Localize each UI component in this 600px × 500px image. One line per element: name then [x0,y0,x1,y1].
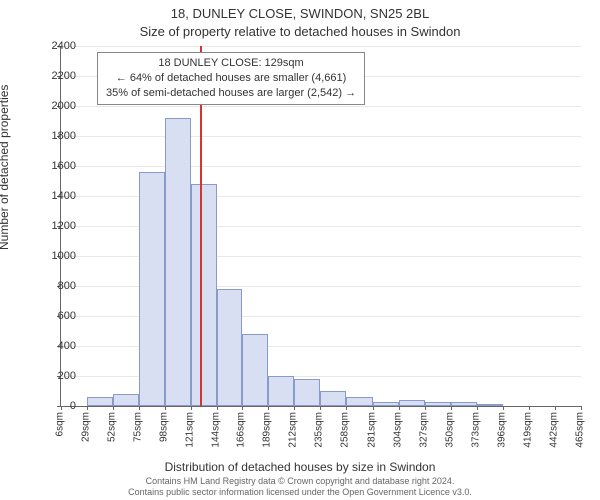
xtick-label: 235sqm [314,412,325,448]
chart-title-line2: Size of property relative to detached ho… [0,24,600,39]
histogram-bar [87,397,113,406]
xtick-mark [529,406,530,410]
xtick-label: 419sqm [522,412,533,448]
histogram-bar [425,402,451,407]
gridline [61,106,581,107]
annotation-box: 18 DUNLEY CLOSE: 129sqm ← 64% of detache… [97,52,365,105]
histogram-bar [373,402,399,407]
xtick-mark [503,406,504,410]
xtick-label: 75sqm [133,412,144,442]
x-axis-label: Distribution of detached houses by size … [0,460,600,474]
gridline [61,136,581,137]
xtick-label: 442sqm [548,412,559,448]
xtick-label: 121sqm [185,412,196,448]
footer-line2: Contains public sector information licen… [0,487,600,498]
annotation-line2: ← 64% of detached houses are smaller (4,… [106,71,356,86]
xtick-mark [425,406,426,410]
ytick-label: 400 [42,340,76,352]
xtick-mark [217,406,218,410]
ytick-label: 1000 [42,250,76,262]
xtick-label: 98sqm [159,412,170,442]
xtick-mark [87,406,88,410]
ytick-label: 1800 [42,130,76,142]
xtick-mark [268,406,269,410]
xtick-label: 304sqm [392,412,403,448]
xtick-label: 29sqm [81,412,92,442]
histogram-bar [451,402,477,407]
xtick-label: 52sqm [107,412,118,442]
xtick-label: 281sqm [366,412,377,448]
xtick-label: 350sqm [444,412,455,448]
footer-line1: Contains HM Land Registry data © Crown c… [0,476,600,487]
xtick-mark [139,406,140,410]
histogram-bar [477,404,503,406]
ytick-label: 2000 [42,100,76,112]
xtick-mark [477,406,478,410]
histogram-bar [320,391,346,406]
xtick-label: 373sqm [470,412,481,448]
ytick-label: 2200 [42,70,76,82]
ytick-label: 200 [42,370,76,382]
xtick-label: 166sqm [236,412,247,448]
xtick-mark [191,406,192,410]
xtick-label: 212sqm [288,412,299,448]
xtick-mark [346,406,347,410]
y-axis-label: Number of detached properties [0,85,11,250]
xtick-label: 465sqm [575,412,586,448]
ytick-label: 600 [42,310,76,322]
chart-title-line1: 18, DUNLEY CLOSE, SWINDON, SN25 2BL [0,6,600,21]
xtick-label: 189sqm [262,412,273,448]
histogram-bar [113,394,139,406]
plot-area: 18 DUNLEY CLOSE: 129sqm ← 64% of detache… [60,46,581,407]
histogram-bar [294,379,320,406]
xtick-mark [581,406,582,410]
histogram-bar [165,118,191,406]
ytick-label: 1200 [42,220,76,232]
xtick-mark [373,406,374,410]
xtick-label: 258sqm [340,412,351,448]
xtick-label: 6sqm [55,412,66,436]
histogram-bar [346,397,372,406]
ytick-label: 0 [42,400,76,412]
ytick-label: 1600 [42,160,76,172]
xtick-mark [113,406,114,410]
xtick-mark [451,406,452,410]
histogram-bar [191,184,217,406]
chart-container: 18, DUNLEY CLOSE, SWINDON, SN25 2BL Size… [0,0,600,500]
ytick-label: 2400 [42,40,76,52]
histogram-bar [399,400,425,406]
histogram-bar [268,376,294,406]
xtick-mark [555,406,556,410]
gridline [61,166,581,167]
xtick-label: 144sqm [211,412,222,448]
chart-footer: Contains HM Land Registry data © Crown c… [0,476,600,498]
annotation-line3: 35% of semi-detached houses are larger (… [106,86,356,101]
xtick-mark [294,406,295,410]
histogram-bar [242,334,268,406]
xtick-mark [399,406,400,410]
annotation-line1: 18 DUNLEY CLOSE: 129sqm [106,56,356,71]
xtick-mark [320,406,321,410]
gridline [61,46,581,47]
histogram-bar [139,172,165,406]
histogram-bar [217,289,242,406]
ytick-label: 800 [42,280,76,292]
xtick-mark [165,406,166,410]
xtick-label: 327sqm [418,412,429,448]
ytick-label: 1400 [42,190,76,202]
xtick-label: 396sqm [496,412,507,448]
xtick-mark [242,406,243,410]
